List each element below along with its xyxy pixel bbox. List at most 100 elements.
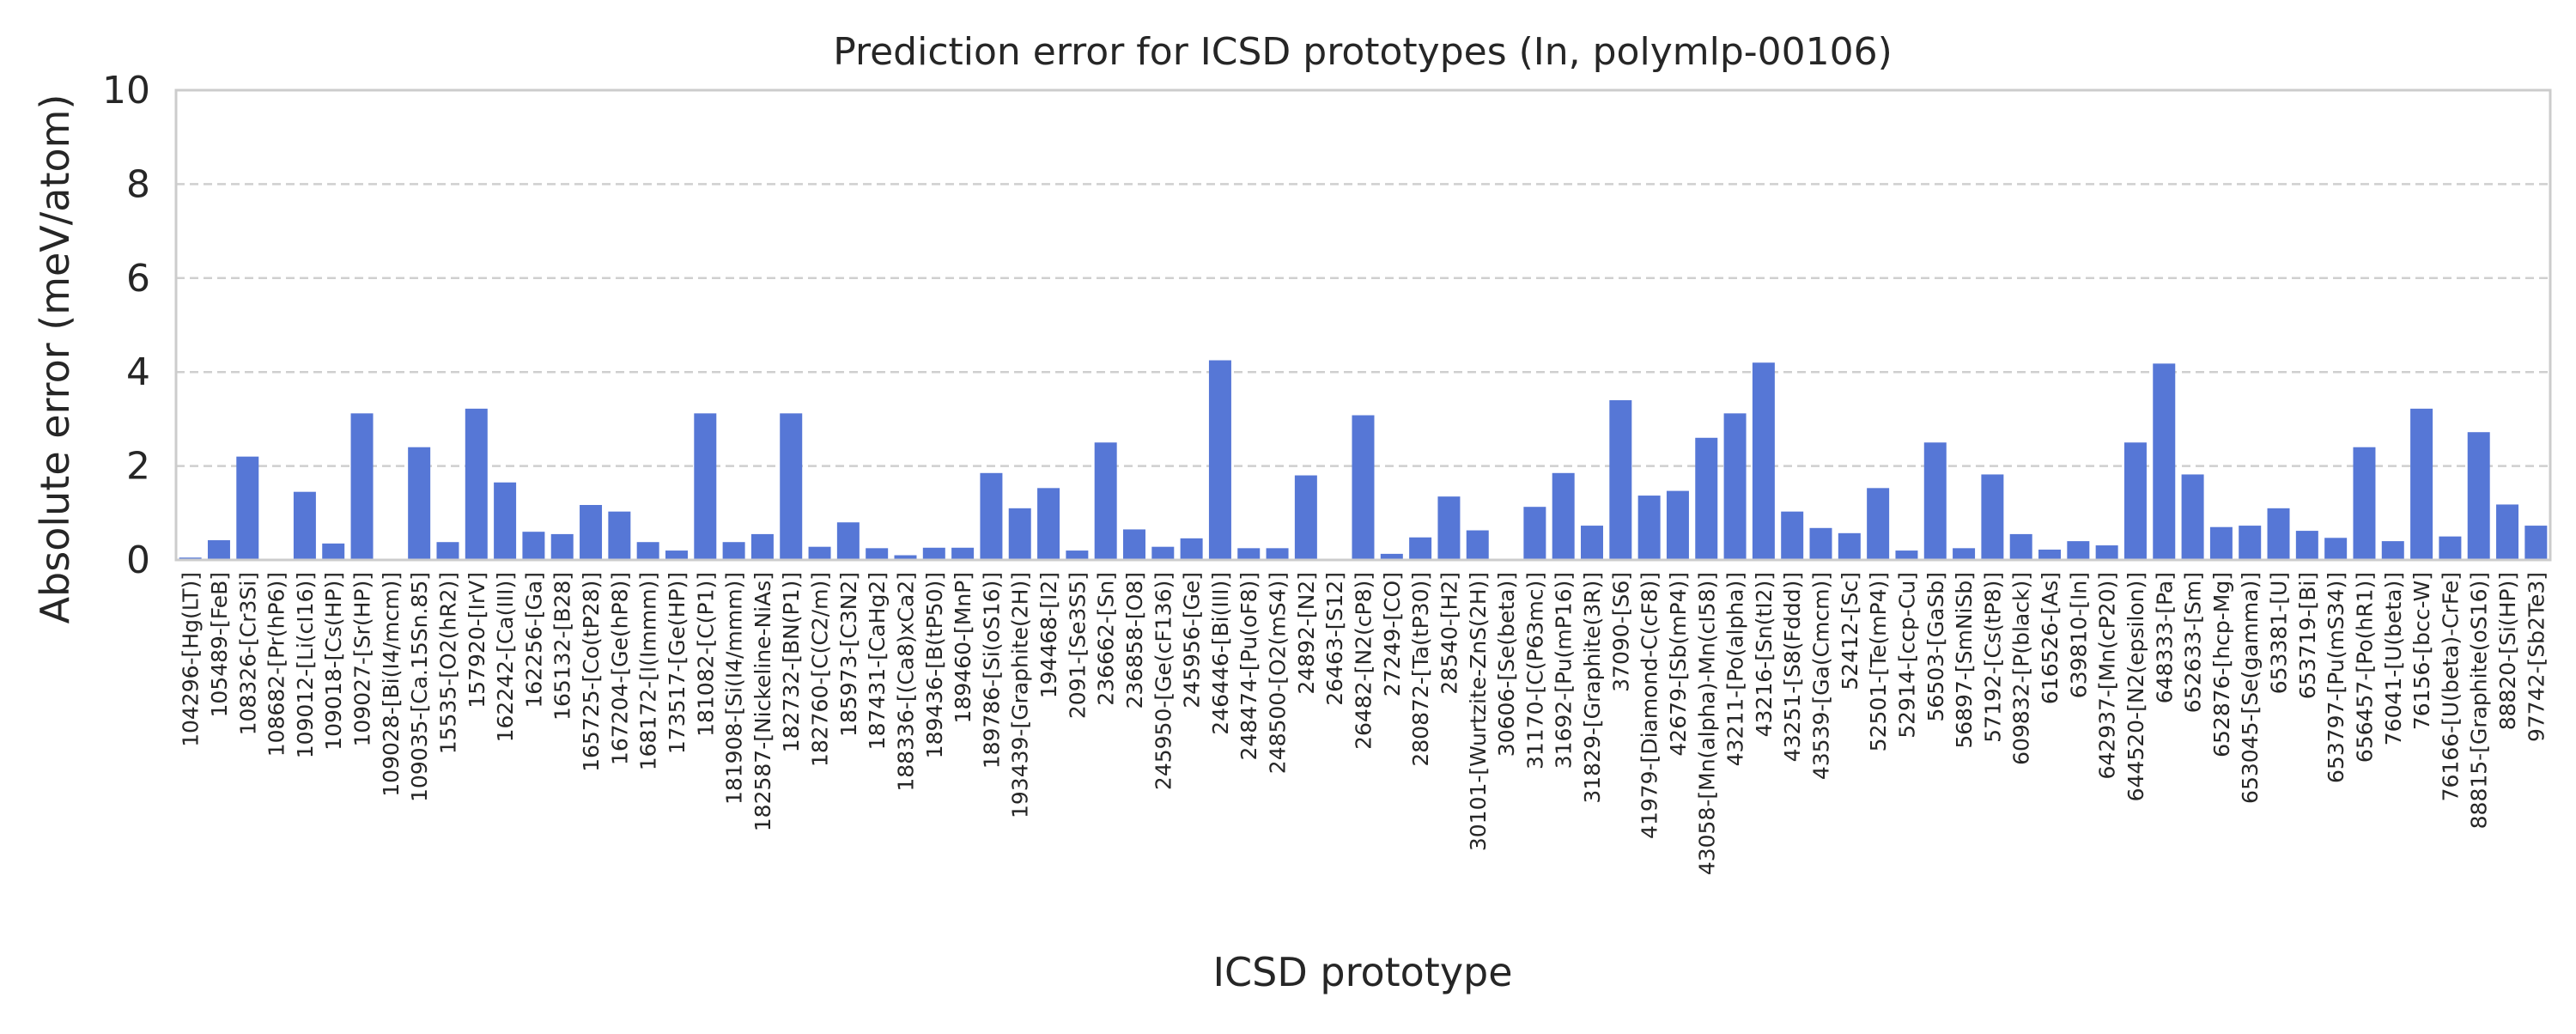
bar [1037,488,1060,560]
x-tick-label: 616526-[As] [2038,572,2063,704]
bar [2239,526,2262,560]
x-tick-label: 187431-[CaHg2] [865,572,890,750]
bar [1923,442,1947,560]
bar [350,413,374,560]
bar [1409,537,1432,560]
x-tick-label: 248474-[Pu(oF8)] [1236,572,1261,761]
x-tick-label: 193439-[Graphite(2H)] [1008,572,1033,818]
x-tick-label: 168172-[I(Immm)] [636,572,661,770]
bar [951,547,975,560]
bar [2267,508,2290,560]
x-tick-label: 108326-[Cr3Si] [235,572,260,735]
bar [1352,415,1375,560]
bar [2410,408,2433,560]
bar [1237,548,1261,560]
x-tick-label: 41979-[Diamond-C(cF8)] [1637,572,1662,839]
x-tick-label: 76166-[U(beta)-CrFe] [2438,572,2463,801]
x-tick-label: 173517-[Ge(HP)] [665,572,690,754]
x-tick-label: 644520-[N2(epsilon)] [2123,572,2148,801]
x-tick-label: 181908-[Si(I4/mmm)] [722,572,747,805]
x-tick-label: 26463-[S12] [1322,572,1347,706]
bar [694,413,717,560]
bar [2209,526,2233,560]
bar [894,555,917,560]
x-tick-label: 246446-[Bi(III)] [1208,572,1233,735]
bar [1552,472,1575,560]
x-tick-label: 109018-[Cs(HP)] [321,572,346,751]
bar [1294,475,1317,560]
bar [2181,474,2204,560]
bar [1523,507,1546,560]
bar [550,533,574,560]
x-tick-label: 162242-[Ca(III)] [493,572,518,742]
x-tick-label: 56503-[GaSb] [1923,572,1948,722]
x-tick-label: 167204-[Ge(hP8)] [607,572,632,765]
x-tick-label: 189460-[MnP] [951,572,975,723]
x-tick-label: 30606-[Se(beta)] [1494,572,1519,757]
x-tick-label: 656457-[Po(hR1)] [2352,572,2377,763]
x-tick-label: 43058-[Mn(alpha)-Mn(cI58)] [1694,572,1719,875]
x-tick-label: 609832-[P(black)] [2009,572,2034,765]
bar [1838,532,1861,560]
x-tick-label: 109027-[Sr(HP)] [350,572,375,747]
x-tick-label: 43211-[Po(alpha)] [1723,572,1748,766]
bar [1437,496,1461,560]
x-tick-label: 653381-[U] [2267,572,2292,694]
bar [1066,550,1089,560]
x-tick-label: 97742-[Sb2Te3] [2524,572,2549,742]
x-tick-label: 56897-[SmNiSb] [1952,572,1977,749]
bars [179,360,2548,560]
x-tick-label: 109012-[Li(cI16)] [293,572,318,758]
x-tick-label: 185973-[C3N2] [836,572,861,737]
x-tick-label: 280872-[Ta(tP30)] [1408,572,1433,767]
x-tick-label: 245956-[Ge] [1180,572,1205,709]
bar [436,542,459,560]
x-tick-label: 105489-[FeB] [207,572,232,718]
x-tick-label: 76156-[bcc-W] [2409,572,2434,730]
bar [922,547,945,560]
bar [980,472,1003,560]
bar [1094,442,1117,560]
bar [580,505,603,560]
x-tick-label: 52501-[Te(mP4)] [1866,572,1891,751]
bar [2381,541,2404,560]
bar [2439,536,2462,560]
x-tick-label: 639810-[In] [2066,572,2091,698]
bar [636,542,659,560]
bar [1637,496,1661,560]
bar [2123,442,2147,560]
x-tick-label: 182760-[C(C2/m)] [808,572,833,767]
x-tick-label: 182732-[BN(P1)] [779,572,804,752]
x-tick-label: 30101-[Wurtzite-ZnS(2H)] [1466,572,1491,851]
x-tick-label: 109028-[Bi(I4/mcm)] [379,572,404,797]
x-tick-label: 2091-[Se3S5] [1065,572,1090,719]
y-tick-label: 0 [126,538,150,582]
x-tick-label: 189436-[B(tP50)] [922,572,947,758]
x-tick-label: 24892-[N2] [1294,572,1319,695]
x-tick-label: 52914-[ccp-Cu] [1894,572,1919,739]
x-tick-label: 108682-[Pr(hP6)] [264,572,289,757]
bar [2324,538,2348,560]
bar [866,548,889,560]
y-axis-ticks: 0 2 4 6 8 10 [102,69,150,582]
bar [836,522,860,560]
y-tick-label: 8 [126,162,150,206]
bar [1466,530,1489,560]
x-tick-label: 236662-[Sn] [1094,572,1119,706]
bar [2524,526,2548,560]
bar [1809,527,1832,560]
x-tick-label: 165725-[Co(tP28)] [579,572,604,772]
x-axis-label: ICSD prototype [1212,949,1512,995]
bar [780,413,803,560]
y-tick-label: 10 [102,69,150,113]
x-tick-label: 76041-[U(beta)] [2381,572,2406,745]
x-tick-label: 88820-[Si(HP)] [2495,572,2520,730]
bar [808,546,831,560]
bar [1208,360,1231,560]
bar [293,491,316,560]
x-tick-label: 162256-[Ga] [521,572,546,709]
bar [408,447,431,560]
x-tick-label: 43251-[S8(Fddd)] [1780,572,1805,762]
bar [522,532,545,560]
